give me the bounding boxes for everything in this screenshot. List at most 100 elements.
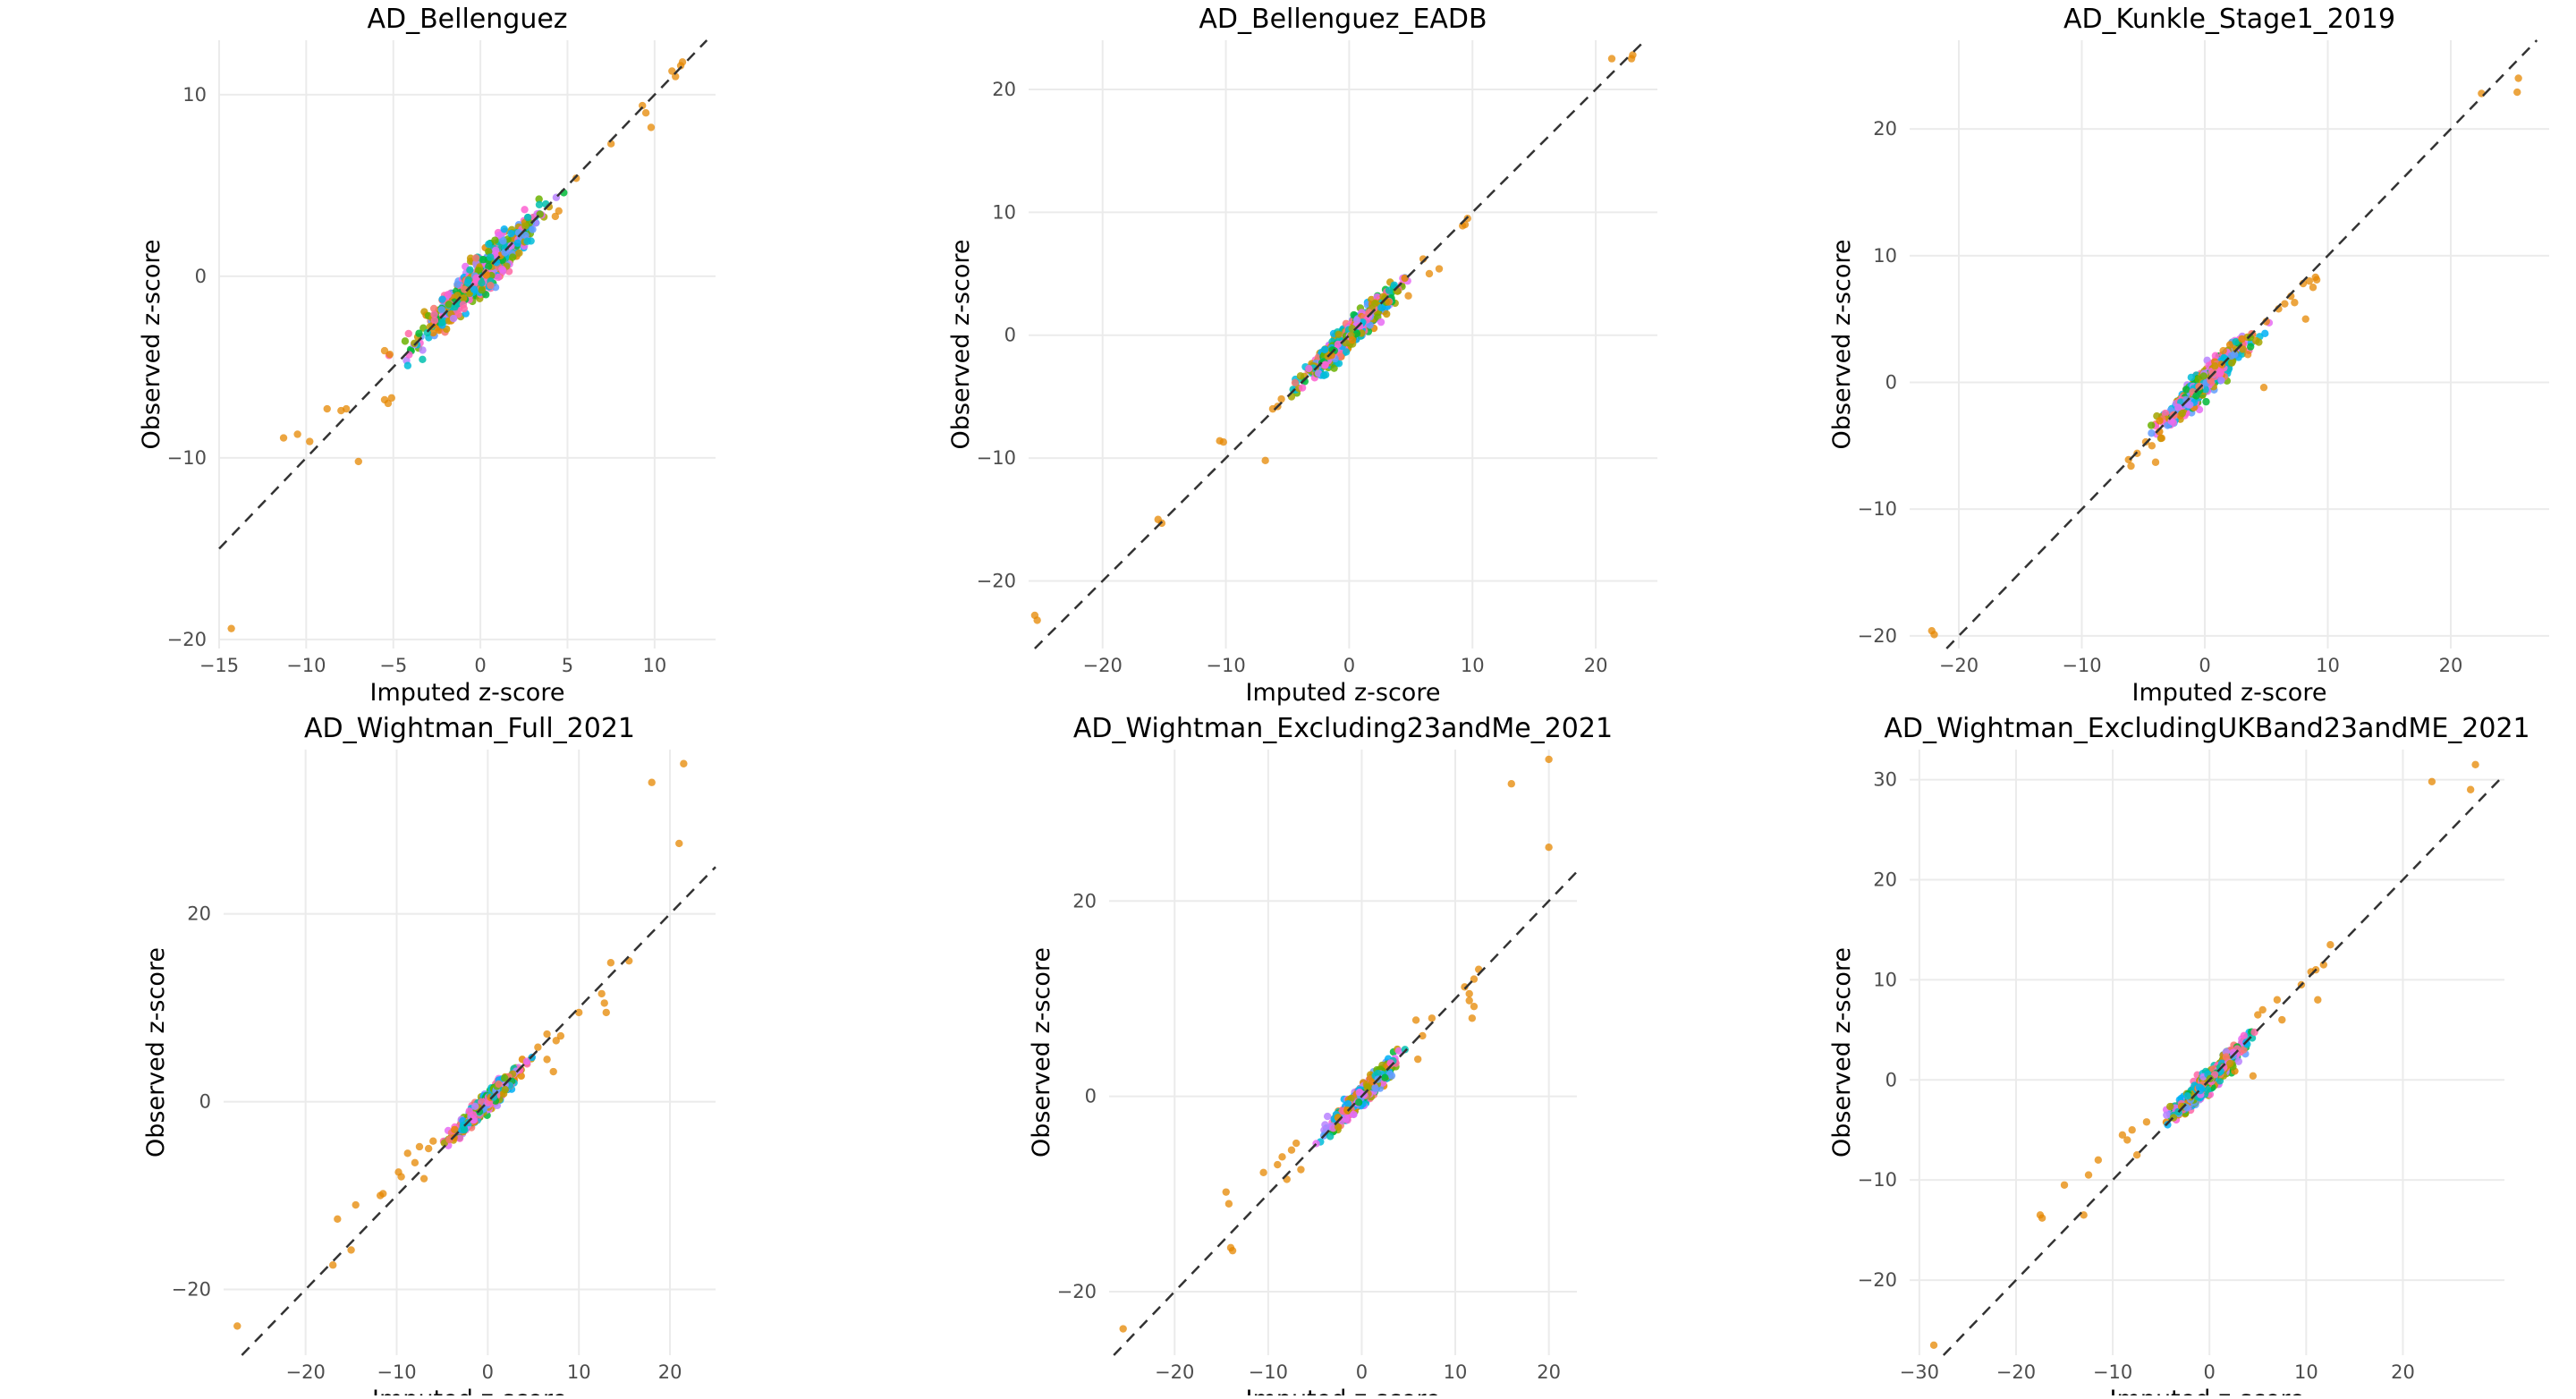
- scatter-point: [1355, 1089, 1364, 1097]
- scatter-point: [459, 301, 468, 309]
- scatter-point: [2211, 352, 2220, 360]
- scatter-point: [2222, 1053, 2231, 1061]
- scatter-point-outlier: [379, 1190, 387, 1198]
- scatter-point-outlier: [543, 1056, 551, 1064]
- scatter-point-outlier: [1292, 1139, 1301, 1148]
- identity-reference-line: [218, 39, 708, 550]
- y-tick-label: 10: [1873, 969, 1897, 990]
- scatter-point: [2156, 417, 2164, 425]
- scatter-point-outlier: [1419, 1031, 1427, 1040]
- scatter-point: [429, 328, 437, 337]
- scatter-point-outlier: [1461, 983, 1469, 991]
- scatter-point: [1352, 329, 1361, 338]
- scatter-point-outlier: [2132, 1150, 2141, 1159]
- scatter-point: [521, 222, 530, 230]
- scatter-point-outlier: [2151, 458, 2160, 466]
- scatter-point-outlier: [641, 108, 650, 117]
- scatter-point-outlier: [2428, 777, 2436, 786]
- scatter-point-outlier: [2278, 1015, 2286, 1024]
- scatter-point-outlier: [600, 999, 608, 1007]
- outlier-points: [227, 58, 687, 632]
- scatter-point: [500, 225, 508, 233]
- x-tick-label: −10: [2062, 655, 2101, 676]
- scatter-point-outlier: [2471, 760, 2479, 768]
- scatter-point: [2195, 1083, 2204, 1091]
- scatter-point: [2161, 409, 2170, 418]
- scatter-point: [513, 239, 521, 248]
- y-tick-label: −20: [172, 1279, 211, 1301]
- scatter-point: [478, 286, 486, 294]
- x-tick-label: 20: [1584, 655, 1608, 676]
- scatter-point-outlier: [602, 1008, 610, 1017]
- scatter-point-outlier: [2249, 1072, 2258, 1080]
- outlier-points: [1929, 760, 2479, 1350]
- x-tick-label: −10: [1249, 1361, 1288, 1383]
- y-tick-label: 0: [1885, 372, 1897, 394]
- scatter-point: [521, 231, 530, 240]
- scatter-point: [535, 200, 544, 209]
- scatter-point: [429, 304, 438, 313]
- scatter-point: [501, 1085, 509, 1094]
- x-tick-label: 20: [2439, 655, 2463, 676]
- scatter-point: [1349, 1110, 1358, 1119]
- scatter-point-outlier: [397, 1173, 405, 1181]
- scatter-point-outlier: [2513, 88, 2521, 97]
- y-tick-label: −20: [1858, 1269, 1897, 1291]
- scatter-point: [535, 195, 543, 203]
- scatter-point: [1330, 364, 1338, 372]
- chart-title: AD_Wightman_Excluding23andMe_2021: [1073, 713, 1613, 744]
- scatter-point: [401, 337, 410, 345]
- y-axis-label: Observed z-score: [947, 240, 975, 450]
- scatter-point-outlier: [2309, 284, 2318, 292]
- scatter-point-outlier: [1465, 989, 1473, 998]
- scatter-point: [494, 273, 503, 282]
- x-axis-label: Imputed z-score: [1246, 679, 1441, 707]
- scatter-point: [2228, 359, 2236, 367]
- chart-panel-4: −20 −10 0 10 20 −20 0 20 AD_Wightman_Full_2021 Im…: [142, 713, 716, 1399]
- scatter-point: [1296, 372, 1305, 380]
- y-axis-label: Observed z-score: [1828, 947, 1856, 1157]
- scatter-point-outlier: [233, 1322, 242, 1330]
- scatter-point: [451, 302, 459, 311]
- scatter-point-outlier: [575, 1008, 583, 1017]
- scatter-point: [471, 1102, 479, 1111]
- scatter-point: [471, 254, 480, 262]
- y-tick-label: 10: [992, 201, 1016, 223]
- scatter-point: [1383, 309, 1391, 318]
- chart-title: AD_Kunkle_Stage1_2019: [2063, 4, 2395, 35]
- scatter-point-outlier: [2259, 383, 2268, 392]
- scatter-point-outlier: [1274, 1160, 1282, 1169]
- scatter-point: [529, 225, 537, 233]
- scatter-point: [415, 329, 423, 337]
- x-tick-label: −20: [1996, 1361, 2036, 1383]
- outlier-points: [1928, 74, 2522, 639]
- x-axis-label: Imputed z-score: [1246, 1386, 1441, 1395]
- scatter-point: [495, 1080, 503, 1089]
- scatter-point: [1343, 1099, 1352, 1108]
- scatter-point-outlier: [2305, 276, 2314, 285]
- scatter-point: [472, 274, 480, 282]
- scatter-point: [479, 255, 487, 264]
- y-tick-label: 0: [1885, 1069, 1897, 1090]
- scatter-point-outlier: [2094, 1156, 2103, 1164]
- x-tick-label: −15: [199, 655, 239, 676]
- scatter-point-outlier: [2038, 1214, 2046, 1222]
- scatter-point: [486, 253, 495, 261]
- scatter-point-outlier: [2157, 434, 2166, 443]
- scatter-point-outlier: [415, 1142, 424, 1151]
- scatter-point-outlier: [672, 72, 680, 81]
- x-tick-label: −30: [1900, 1361, 1939, 1383]
- scatter-point: [2240, 1031, 2248, 1040]
- scatter-point-outlier: [2326, 941, 2334, 949]
- scatter-point: [2199, 372, 2207, 380]
- scatter-point: [2203, 1085, 2212, 1094]
- scatter-point: [2225, 1059, 2234, 1068]
- scatter-point-outlier: [293, 430, 301, 438]
- chart-panel-6: −30 −20 −10 0 10 20 −20 −10 0 10 20 30 AD_Wightman_E…: [1828, 713, 2530, 1399]
- scatter-point: [1374, 1069, 1382, 1078]
- scatter-point-outlier: [424, 1144, 433, 1153]
- scatter-point-outlier: [647, 123, 656, 131]
- y-tick-label: 10: [1873, 245, 1897, 267]
- scatter-point-outlier: [680, 759, 688, 767]
- y-tick-label: 0: [195, 266, 207, 287]
